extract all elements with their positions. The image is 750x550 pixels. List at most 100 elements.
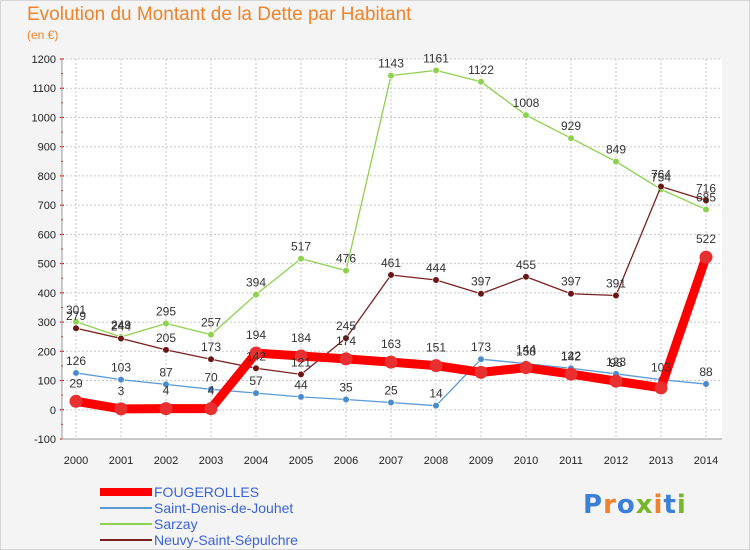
data-point xyxy=(297,393,305,401)
data-label: 44 xyxy=(294,378,308,392)
data-label: 122 xyxy=(561,349,581,363)
data-label: 126 xyxy=(66,354,86,368)
data-point xyxy=(432,66,440,74)
data-label: 444 xyxy=(426,261,446,275)
data-point xyxy=(612,291,620,300)
data-label: 929 xyxy=(561,119,581,133)
data-point xyxy=(114,402,128,416)
data-point xyxy=(207,331,215,339)
data-label: 158 xyxy=(516,345,536,359)
y-tick-label: 500 xyxy=(38,259,56,271)
data-label: 103 xyxy=(111,361,131,375)
data-label: 173 xyxy=(471,340,491,354)
data-point xyxy=(294,349,308,363)
data-point xyxy=(384,355,398,369)
data-label: 391 xyxy=(606,276,626,290)
data-label: 57 xyxy=(249,374,263,388)
legend-label: Neuvy-Saint-Sépulchre xyxy=(154,532,298,548)
data-point xyxy=(477,355,485,363)
data-point xyxy=(519,361,533,375)
data-point xyxy=(162,380,170,388)
logo-letter: r xyxy=(603,490,617,520)
y-tick-label: 100 xyxy=(38,376,56,388)
y-tick-label: 300 xyxy=(38,317,56,329)
data-point xyxy=(702,380,710,388)
data-label: 716 xyxy=(696,181,716,195)
data-label: 522 xyxy=(696,232,716,246)
data-point xyxy=(567,134,575,142)
data-label: 461 xyxy=(381,256,401,270)
data-label: 3 xyxy=(118,384,125,398)
y-tick-label: -100 xyxy=(34,434,56,446)
data-point xyxy=(522,111,530,119)
data-point xyxy=(252,389,260,397)
legend-swatch xyxy=(100,488,152,496)
data-point xyxy=(429,359,443,373)
logo-letter: t xyxy=(663,490,677,520)
data-label: 98 xyxy=(609,356,623,370)
data-label: 249 xyxy=(111,318,131,332)
data-point xyxy=(477,290,485,298)
data-label: 394 xyxy=(246,276,266,290)
data-label: 245 xyxy=(336,319,356,333)
data-label: 301 xyxy=(66,303,86,317)
data-label: 685 xyxy=(696,191,716,205)
data-label: 1143 xyxy=(378,57,404,71)
x-tick-label: 2013 xyxy=(649,455,673,467)
x-tick-label: 2011 xyxy=(559,455,583,467)
y-tick-label: 200 xyxy=(38,346,56,358)
data-point xyxy=(387,271,395,279)
data-point xyxy=(297,370,305,379)
y-tick-label: 600 xyxy=(38,229,56,241)
data-point xyxy=(342,334,350,342)
data-label: 476 xyxy=(336,252,356,266)
data-point xyxy=(117,334,125,343)
data-label: 25 xyxy=(384,383,398,397)
data-label: 1008 xyxy=(513,96,540,110)
data-point xyxy=(432,402,440,410)
data-label: 123 xyxy=(606,355,626,369)
x-tick-label: 2001 xyxy=(109,455,133,467)
data-point xyxy=(69,394,83,408)
data-point xyxy=(252,291,260,299)
data-point xyxy=(612,158,620,166)
data-label: 517 xyxy=(291,240,311,254)
data-label: 70 xyxy=(204,370,218,384)
data-point xyxy=(387,72,395,80)
proxiti-logo: Proxiti xyxy=(583,490,687,520)
data-point xyxy=(342,267,350,275)
y-tick-label: 0 xyxy=(50,405,56,417)
data-point xyxy=(654,381,668,395)
data-label: 35 xyxy=(339,381,353,395)
data-label: 849 xyxy=(606,143,626,157)
data-label: 244 xyxy=(111,319,131,333)
data-label: 87 xyxy=(159,365,173,379)
legend-label: FOUGEROLLES xyxy=(154,484,260,500)
chart-subtitle: (en €) xyxy=(27,28,59,42)
legend-label: Saint-Denis-de-Jouhet xyxy=(154,500,294,516)
x-tick-label: 2004 xyxy=(244,455,268,467)
data-point xyxy=(249,346,263,360)
data-label: 4 xyxy=(163,384,170,398)
data-point xyxy=(117,376,125,384)
data-label: 88 xyxy=(699,365,713,379)
data-point xyxy=(567,290,575,298)
x-tick-label: 2009 xyxy=(469,455,493,467)
data-label: 279 xyxy=(66,309,86,323)
y-tick-label: 1200 xyxy=(32,54,56,66)
y-tick-label: 1000 xyxy=(32,112,56,124)
x-tick-label: 2012 xyxy=(604,455,628,467)
y-tick-label: 400 xyxy=(38,288,56,300)
data-point xyxy=(204,402,218,416)
logo-letter: i xyxy=(676,490,687,520)
data-label: 163 xyxy=(381,337,401,351)
data-label: 4 xyxy=(208,384,215,398)
data-label: 173 xyxy=(201,340,221,354)
data-label: 144 xyxy=(516,343,536,357)
data-label: 151 xyxy=(426,341,446,355)
data-label: 1122 xyxy=(468,63,494,77)
y-tick-label: 1100 xyxy=(32,83,56,95)
data-label: 397 xyxy=(471,275,491,289)
data-point xyxy=(72,369,80,377)
